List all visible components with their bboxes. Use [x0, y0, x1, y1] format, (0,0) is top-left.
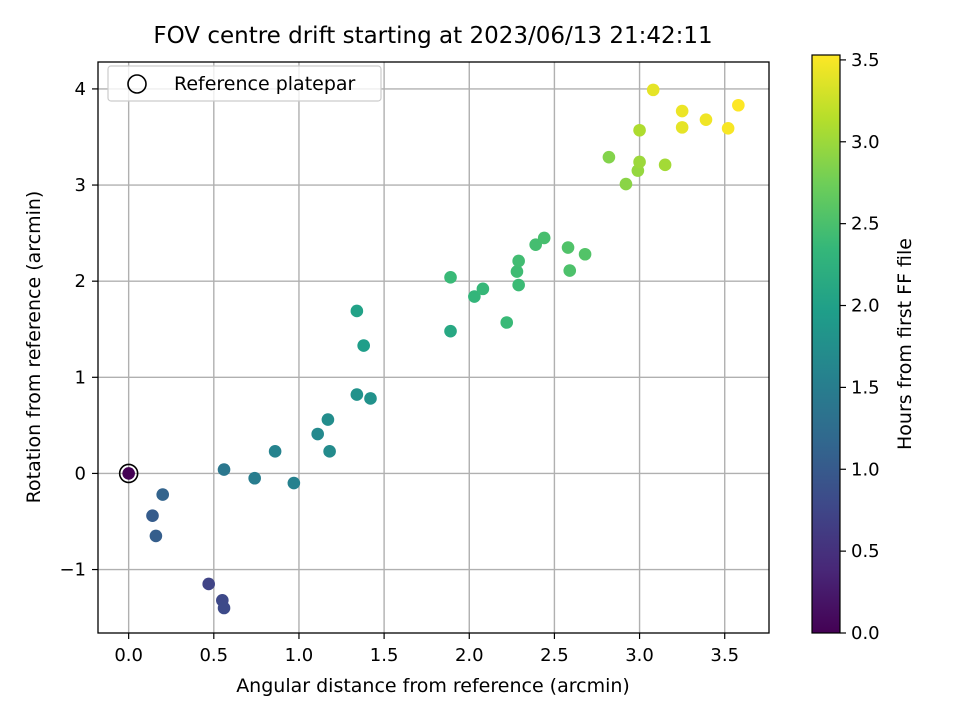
scatter-point: [510, 265, 524, 278]
scatter-point: [311, 427, 324, 441]
scatter-point: [202, 577, 215, 591]
y-tick-label: 2: [75, 271, 86, 292]
scatter-point: [321, 413, 335, 426]
x-axis-ticks: 0.0 0.5 1.0 1.5 2.0 2.5 3.0 3.5: [114, 633, 739, 666]
scatter-point: [578, 247, 592, 261]
scatter-point: [563, 264, 577, 277]
scatter-point: [248, 471, 261, 485]
y-tick-label: 0: [75, 463, 86, 484]
scatter-point: [699, 113, 713, 126]
y-tick-label: 4: [75, 79, 86, 100]
chart-title: FOV centre drift starting at 2023/06/13 …: [153, 23, 712, 49]
x-tick-label: 1.5: [370, 645, 399, 666]
scatter-point: [732, 98, 745, 112]
y-tick-label: −1: [59, 560, 86, 581]
scatter-point: [512, 278, 525, 292]
x-axis-label: Angular distance from reference (arcmin): [236, 675, 630, 697]
scatter-point: [444, 324, 457, 338]
scatter-point: [675, 104, 689, 118]
y-axis-label: Rotation from reference (arcmin): [23, 191, 45, 504]
x-tick-label: 3.0: [625, 645, 654, 666]
legend-box: [107, 65, 382, 102]
colorbar-tick-label: 3.0: [851, 132, 880, 153]
y-tick-label: 3: [75, 175, 86, 196]
scatter-point: [287, 476, 301, 490]
colorbar-tick-label: 0.0: [851, 623, 880, 644]
scatter-point: [268, 445, 282, 458]
x-tick-label: 0.0: [114, 645, 143, 666]
scatter-point: [217, 463, 231, 476]
colorbar-ticks: 0.0 0.5 1.0 1.5 2.0 2.5 3.0 3.5: [840, 50, 880, 644]
scatter-point: [658, 158, 672, 172]
scatter-point: [350, 304, 364, 318]
scatter-point: [468, 290, 481, 303]
scatter-point: [537, 231, 551, 245]
scatter-point: [217, 601, 231, 615]
scatter-point: [156, 488, 170, 501]
scatter-point: [122, 467, 135, 480]
reference-platepar-marker: [118, 463, 139, 484]
x-tick-label: 0.5: [199, 645, 228, 666]
grid-lines: [98, 62, 769, 633]
scatter-point: [149, 529, 163, 543]
scatter-point: [146, 509, 159, 523]
y-axis-ticks: −1 0 1 2 3 4: [59, 79, 98, 581]
legend-label: Reference platepar: [174, 73, 356, 95]
scatter-point: [476, 282, 490, 296]
scatter-point: [364, 392, 377, 405]
scatter-point: [323, 445, 336, 458]
colorbar-tick-label: 1.0: [851, 459, 880, 480]
colorbar: 0.0 0.5 1.0 1.5 2.0 2.5 3.0 3.5 Hours from firs…: [811, 50, 916, 644]
scatter-point: [646, 83, 660, 97]
scatter-point: [350, 388, 364, 401]
scatter-point: [633, 155, 646, 169]
scatter-point: [561, 241, 575, 254]
scatter-point: [529, 238, 542, 251]
colorbar-label: Hours from first FF file: [894, 238, 916, 450]
y-tick-label: 1: [75, 367, 86, 388]
colorbar-tick-label: 2.5: [851, 214, 880, 235]
scatter-point: [633, 123, 646, 137]
legend-open-circle-icon: [127, 74, 147, 94]
scatter-point: [675, 121, 689, 134]
scatter-point: [721, 122, 735, 135]
scatter-points: [122, 83, 745, 615]
scatter-point: [512, 254, 525, 268]
x-tick-label: 3.5: [710, 645, 739, 666]
scatter-point: [500, 316, 514, 329]
scatter-point: [444, 271, 457, 284]
x-tick-label: 2.5: [540, 645, 569, 666]
scatter-point: [619, 177, 633, 191]
legend: Reference platepar: [107, 65, 382, 102]
colorbar-tick-label: 2.0: [851, 296, 880, 317]
plot-frame: [97, 61, 770, 634]
scatter-point: [357, 339, 370, 352]
x-tick-label: 2.0: [455, 645, 484, 666]
colorbar-tick-label: 0.5: [851, 541, 880, 562]
colorbar-gradient: [811, 54, 841, 634]
x-tick-label: 1.0: [285, 645, 314, 666]
scatter-point: [602, 150, 616, 164]
colorbar-tick-label: 3.5: [851, 50, 880, 71]
colorbar-tick-label: 1.5: [851, 377, 880, 398]
